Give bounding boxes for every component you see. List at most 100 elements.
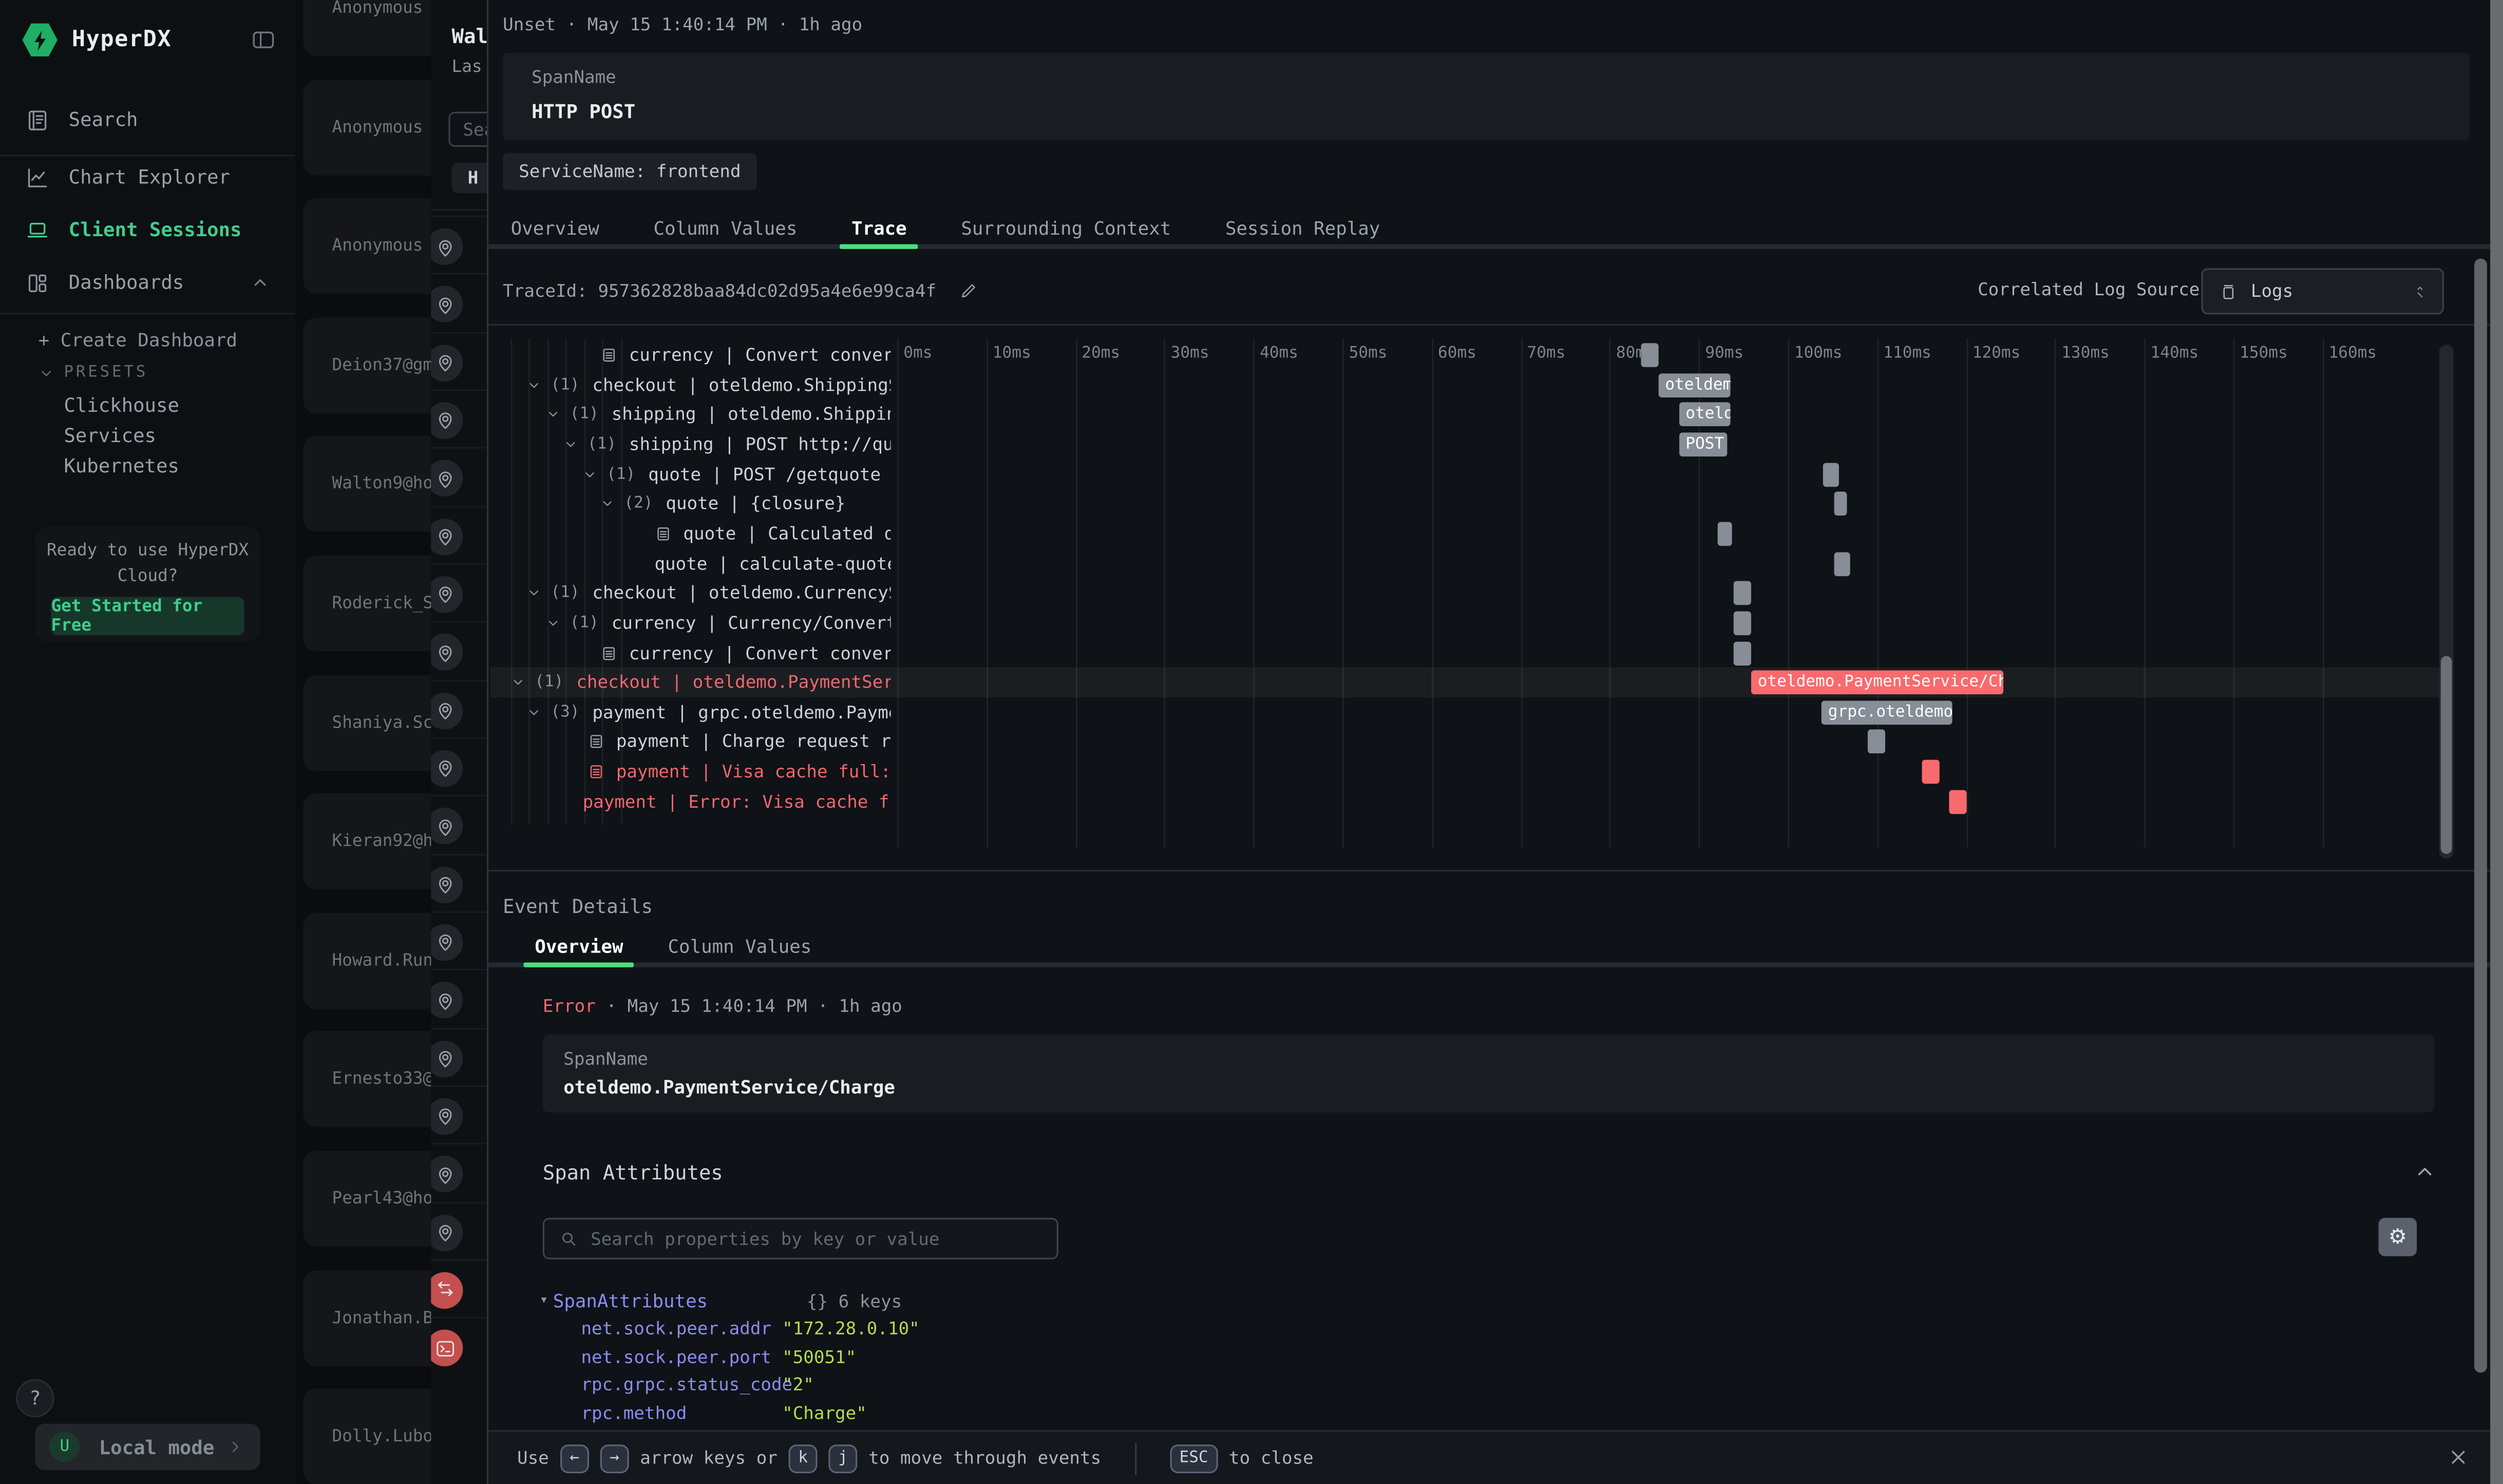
attributes-search-input[interactable]: Search properties by key or value [543, 1218, 1058, 1260]
session-event-row[interactable] [431, 1317, 487, 1376]
trace-span-row[interactable]: (1)shipping | POST http://quo… [563, 429, 890, 460]
trace-scrollbar-thumb[interactable] [2441, 656, 2452, 854]
trace-span-row[interactable]: (3)payment | grpc.oteldemo.Paymen… [527, 697, 891, 728]
session-event-row[interactable] [431, 911, 487, 971]
get-started-button[interactable]: Get Started for Free [51, 597, 244, 636]
attribute-value[interactable]: "172.28.0.10" [782, 1319, 920, 1339]
attribute-value[interactable]: "50051" [782, 1347, 856, 1367]
modal-scrollbar-thumb[interactable] [2474, 259, 2487, 1373]
session-event-row[interactable] [431, 389, 487, 448]
trace-span-row[interactable]: payment | Charge request rec… [587, 727, 891, 757]
chevron-down-icon[interactable] [511, 675, 525, 690]
trace-span-bar[interactable] [1734, 611, 1751, 635]
local-mode-button[interactable]: U Local mode [35, 1424, 260, 1470]
trace-span-bar[interactable] [1641, 343, 1658, 367]
trace-span-row[interactable]: (1)quote | POST /getquote [583, 459, 891, 489]
session-event-row[interactable] [431, 505, 487, 564]
trace-span-bar[interactable] [1734, 581, 1751, 605]
trace-span-bar[interactable] [1834, 551, 1849, 576]
trace-span-row[interactable]: currency | Convert convers… [600, 638, 891, 668]
chevron-down-icon[interactable] [527, 705, 541, 719]
chevron-down-icon[interactable] [600, 497, 615, 511]
trace-span-row[interactable]: (2)quote | {closure} [600, 489, 891, 519]
help-button[interactable]: ? [16, 1379, 54, 1418]
attribute-row[interactable]: net.sock.peer.port"50051" [581, 1347, 856, 1367]
trace-span-bar[interactable]: oteldemo.PaymentService/Char [1751, 671, 2003, 695]
session-event-row[interactable] [431, 563, 487, 622]
log-source-select[interactable]: Logs [2202, 268, 2444, 314]
gear-icon[interactable]: ⚙ [2379, 1218, 2417, 1257]
attribute-key[interactable]: rpc.grpc.status_code [581, 1375, 782, 1396]
trace-span-bar[interactable] [1734, 641, 1751, 665]
trace-span-bar[interactable] [1868, 730, 1885, 754]
trace-span-row[interactable]: (1)checkout | oteldemo.ShippingSe… [527, 370, 891, 400]
session-event-row[interactable] [431, 679, 487, 738]
trace-span-bar[interactable] [1717, 522, 1732, 546]
trace-span-row[interactable]: currency | Convert convers… [600, 340, 891, 370]
tab-trace[interactable]: Trace [851, 217, 907, 240]
trace-span-row[interactable]: (1)shipping | oteldemo.Shipping… [546, 399, 890, 430]
trace-span-row[interactable]: quote | calculate-quote [654, 548, 890, 579]
create-dashboard-link[interactable]: + Create Dashboard [39, 329, 237, 351]
chevron-down-icon[interactable] [563, 437, 578, 452]
trace-span-bar[interactable]: otelder [1679, 403, 1731, 427]
session-event-row[interactable] [431, 216, 487, 275]
trace-span-bar[interactable]: grpc.oteldemo. [1822, 700, 1952, 725]
session-event-row[interactable] [431, 853, 487, 912]
trace-span-bar[interactable] [1922, 760, 1939, 784]
session-event-row[interactable] [431, 969, 487, 1029]
trace-span-row[interactable]: payment | Visa cache full: c… [587, 757, 891, 787]
chevron-down-icon[interactable] [546, 616, 560, 630]
tab-surrounding-context[interactable]: Surrounding Context [961, 217, 1171, 240]
session-event-row[interactable] [431, 331, 487, 390]
attribute-key[interactable]: net.sock.peer.port [581, 1347, 782, 1367]
sidebar-item-dashboards[interactable]: Dashboards [0, 259, 295, 307]
attribute-key[interactable]: net.sock.peer.addr [581, 1319, 782, 1339]
trace-span-bar[interactable]: POST h [1679, 432, 1728, 456]
sidebar-collapse-icon[interactable] [251, 27, 276, 53]
trace-span-row[interactable]: (1)checkout | oteldemo.CurrencySe… [527, 578, 891, 608]
trace-span-row[interactable]: payment | Error: Visa cache ful… [583, 787, 891, 817]
tab-overview[interactable]: Overview [511, 217, 599, 240]
session-event-row[interactable] [431, 447, 487, 506]
session-event-row[interactable] [431, 1028, 487, 1087]
attribute-key[interactable]: rpc.method [581, 1403, 782, 1424]
preset-item-kubernetes[interactable]: Kubernetes [64, 455, 179, 478]
trace-span-row[interactable]: (1)currency | Currency/Convert [546, 608, 890, 638]
sidebar-item-client-sessions[interactable]: Client Sessions [0, 206, 295, 254]
session-event-row[interactable] [431, 1259, 487, 1318]
presets-header[interactable]: PRESETS [39, 364, 148, 382]
chevron-down-icon[interactable] [527, 378, 541, 392]
preset-item-services[interactable]: Services [64, 425, 156, 447]
session-event-row[interactable] [431, 621, 487, 680]
collapse-chevron-up-icon[interactable] [2414, 1160, 2436, 1183]
sidebar-item-chart-explorer[interactable]: Chart Explorer [0, 153, 295, 201]
preset-item-clickhouse[interactable]: Clickhouse [64, 394, 179, 417]
chevron-down-icon[interactable] [546, 408, 560, 422]
sidebar-item-search[interactable]: Search [0, 96, 295, 144]
session-event-row[interactable] [431, 795, 487, 854]
session-event-row[interactable] [431, 1086, 487, 1145]
edit-pencil-icon[interactable] [959, 281, 978, 300]
chevron-down-icon[interactable] [527, 586, 541, 600]
session-event-row[interactable] [431, 737, 487, 796]
tab-column-values[interactable]: Column Values [654, 217, 798, 240]
session-event-row[interactable] [431, 274, 487, 333]
trace-span-bar[interactable] [1823, 462, 1838, 486]
session-event-row[interactable] [431, 1143, 487, 1202]
attributes-tree-root[interactable]: ▾ SpanAttributes {} 6 keys [540, 1290, 902, 1312]
attribute-row[interactable]: rpc.grpc.status_code"2" [581, 1375, 813, 1396]
trace-span-row[interactable]: quote | Calculated q… [654, 519, 890, 549]
window-scrollbar[interactable] [2490, 0, 2503, 1484]
attribute-row[interactable]: rpc.method"Charge" [581, 1403, 866, 1424]
attribute-value[interactable]: "Charge" [782, 1403, 867, 1424]
trace-span-bar[interactable]: oteldemo. [1659, 373, 1731, 397]
trace-span-row[interactable]: (1)checkout | oteldemo.PaymentServi… [511, 668, 891, 698]
attribute-value[interactable]: "2" [782, 1375, 814, 1396]
close-icon[interactable] [2447, 1446, 2470, 1469]
trace-scrollbar[interactable] [2439, 345, 2454, 859]
attribute-row[interactable]: net.sock.peer.addr"172.28.0.10" [581, 1319, 919, 1339]
trace-span-bar[interactable] [1949, 790, 1966, 814]
session-event-row[interactable] [431, 1201, 487, 1260]
event-details-tab-column-values[interactable]: Column Values [668, 936, 812, 958]
